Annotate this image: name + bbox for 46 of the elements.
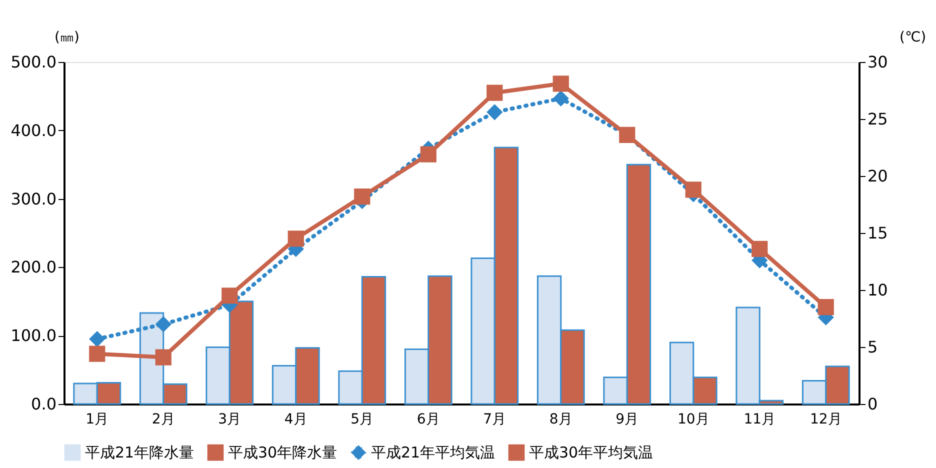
point: [222, 288, 238, 304]
legend-label: 平成21年降水量: [85, 444, 194, 462]
x-tick-label: 11月: [744, 412, 776, 428]
point: [552, 76, 569, 92]
x-tick-label: 6月: [416, 412, 440, 428]
y-tick-label: 300.0: [10, 189, 56, 208]
x-tick-label: 10月: [677, 412, 710, 428]
point: [552, 90, 569, 107]
y2-tick-label: 0: [868, 394, 878, 414]
y-tick-label: 0.0: [31, 394, 56, 414]
point: [486, 104, 503, 120]
y2-tick-label: 25: [868, 110, 888, 128]
x-tick-label: 4月: [284, 412, 308, 428]
x-tick-label: 7月: [483, 412, 506, 428]
legend-label: 平成21年平均気温: [371, 444, 496, 462]
point: [752, 240, 768, 258]
point: [685, 182, 702, 198]
point: [288, 230, 304, 247]
x-tick-label: 12月: [810, 412, 842, 428]
y-tick-label: 500.0: [10, 52, 56, 72]
y-axis-title: (㎜): [54, 30, 80, 46]
point: [89, 346, 106, 362]
point: [155, 316, 172, 332]
x-tick-label: 1月: [86, 412, 109, 428]
x-tick-label: 2月: [152, 412, 175, 428]
point: [89, 330, 106, 348]
y-tick-label: 200.0: [10, 258, 56, 277]
point: [818, 299, 834, 316]
y2-axis-title: (℃): [900, 30, 926, 46]
y-tick-label: 100.0: [10, 326, 56, 346]
point: [155, 349, 172, 366]
legend-label: 平成30年降水量: [228, 444, 338, 462]
y-tick-label: 400.0: [10, 120, 56, 140]
y2-tick-label: 5: [868, 338, 878, 356]
point: [354, 188, 370, 205]
y2-tick-label: 15: [868, 224, 888, 242]
x-tick-label: 8月: [549, 412, 572, 428]
point: [486, 84, 503, 101]
point: [420, 146, 436, 162]
x-tick-label: 5月: [350, 412, 374, 428]
x-tick-label: 3月: [218, 412, 242, 428]
y2-tick-label: 10: [868, 280, 888, 300]
y2-tick-label: 20: [868, 166, 888, 186]
x-tick-label: 9月: [616, 412, 639, 428]
legend-label: 平成30年平均気温: [529, 444, 654, 462]
y2-tick-label: 30: [868, 52, 888, 72]
